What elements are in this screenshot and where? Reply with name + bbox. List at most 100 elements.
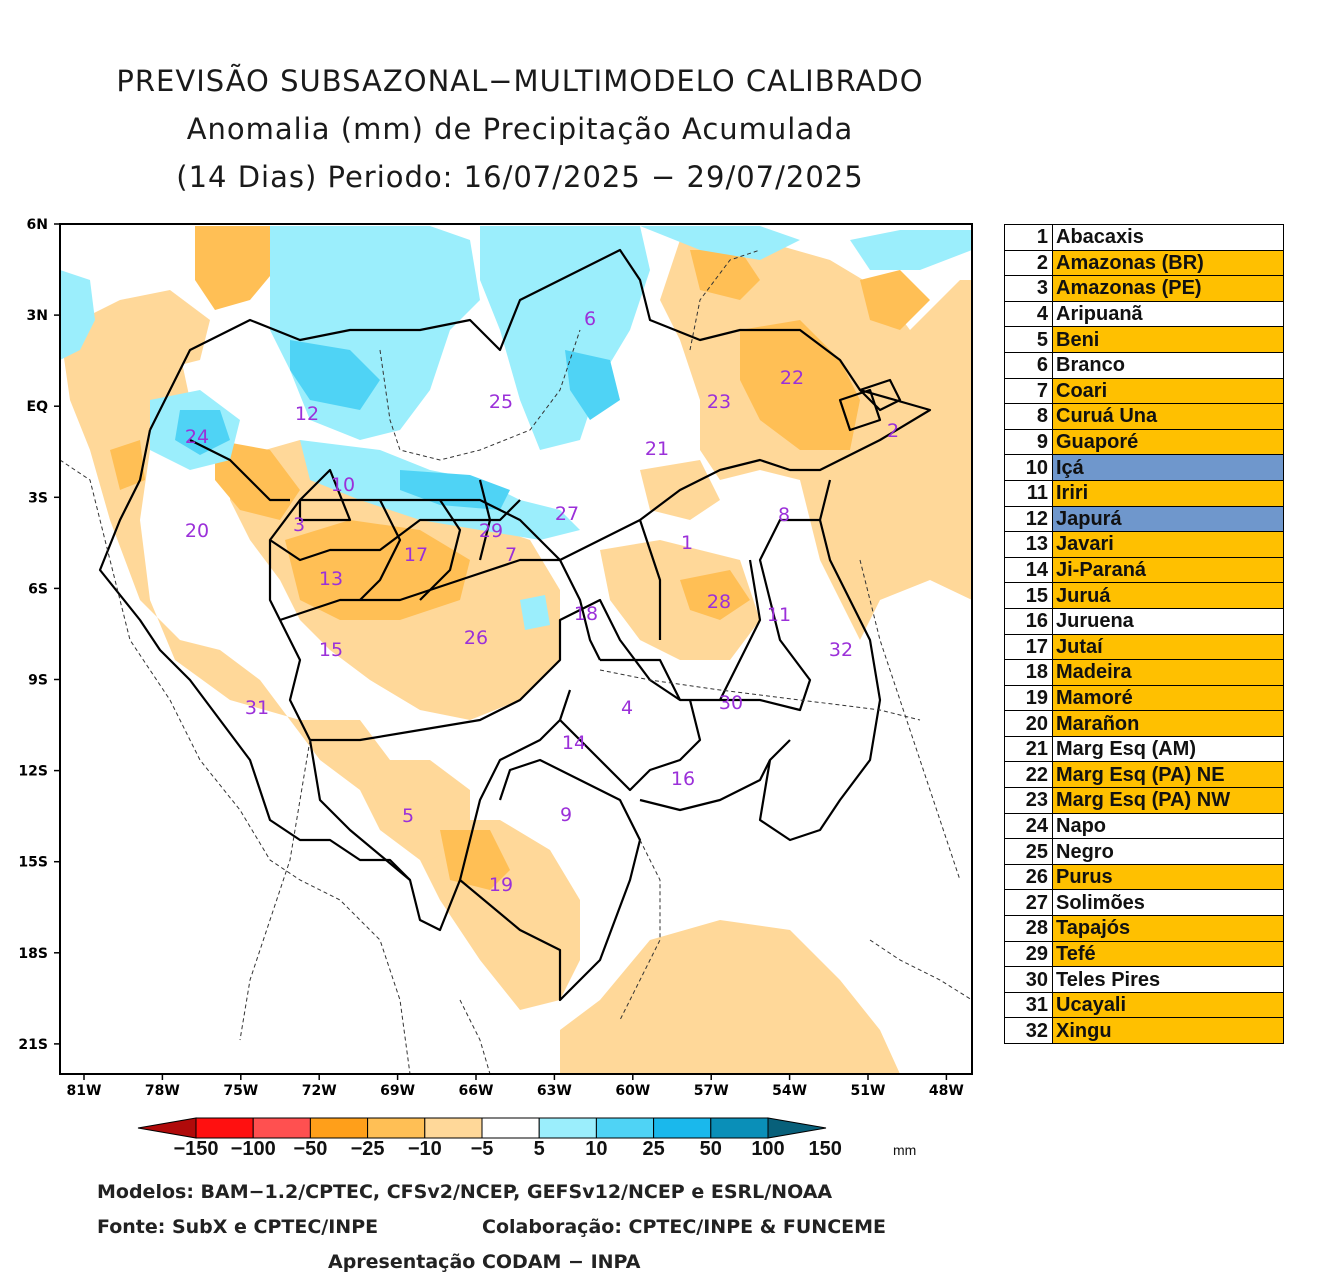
legend-basin-name: Xingu bbox=[1052, 1017, 1284, 1044]
colorbar-tick-label: 50 bbox=[699, 1138, 722, 1160]
legend-number: 16 bbox=[1004, 607, 1053, 635]
legend-number: 30 bbox=[1004, 966, 1053, 993]
legend-number: 7 bbox=[1004, 377, 1053, 405]
legend-number: 25 bbox=[1004, 838, 1053, 865]
basin-legend-table: 1 Abacaxis 2 Amazonas (BR) 3 Amazonas (PE) 4 Ar… bbox=[1004, 224, 1284, 1044]
x-tick-label: 51W bbox=[851, 1083, 886, 1099]
colorbar-tick-label: 150 bbox=[808, 1138, 842, 1160]
basin-number-label: 15 bbox=[319, 639, 343, 661]
legend-row: 14 Ji-Paraná bbox=[1004, 556, 1284, 584]
legend-row: 31 Ucayali bbox=[1004, 991, 1284, 1019]
legend-number: 32 bbox=[1004, 1017, 1053, 1044]
legend-basin-name: Tefé bbox=[1052, 940, 1284, 968]
legend-row: 22 Marg Esq (PA) NE bbox=[1004, 761, 1284, 789]
basin-number-label: 17 bbox=[404, 544, 428, 566]
legend-basin-name: Jutaí bbox=[1052, 633, 1284, 661]
legend-basin-name: Madeira bbox=[1052, 659, 1284, 686]
legend-number: 4 bbox=[1004, 300, 1053, 328]
legend-basin-name: Negro bbox=[1052, 838, 1284, 865]
legend-number: 31 bbox=[1004, 991, 1053, 1019]
title-line-1: PREVISÃO SUBSAZONAL−MULTIMODELO CALIBRAD… bbox=[116, 64, 924, 98]
legend-number: 27 bbox=[1004, 889, 1053, 917]
legend-basin-name: Solimões bbox=[1052, 889, 1284, 917]
colorbar-tick-label: −10 bbox=[407, 1138, 442, 1160]
legend-row: 29 Tefé bbox=[1004, 940, 1284, 968]
country-borders bbox=[59, 249, 973, 1075]
legend-basin-name: Javari bbox=[1052, 531, 1284, 558]
colorbar-segment bbox=[424, 1117, 483, 1139]
basin-number-label: 21 bbox=[645, 438, 669, 460]
legend-number: 9 bbox=[1004, 428, 1053, 456]
basin-number-label: 7 bbox=[505, 544, 517, 566]
legend-basin-name: Mamoré bbox=[1052, 684, 1284, 712]
basin-number-label: 2 bbox=[887, 420, 899, 442]
basin-number-label: 13 bbox=[319, 568, 343, 590]
legend-basin-name: Ucayali bbox=[1052, 991, 1284, 1019]
legend-number: 21 bbox=[1004, 735, 1053, 763]
y-tick-label: 18S bbox=[18, 946, 48, 962]
legend-row: 1 Abacaxis bbox=[1004, 224, 1284, 251]
y-tick-label: 6S bbox=[28, 581, 48, 597]
title-line-3: (14 Dias) Periodo: 16/07/2025 − 29/07/20… bbox=[176, 160, 864, 194]
x-axis: 81W 78W 75W 72W 69W 66W 63W 60W 57W 54W 51W 48W bbox=[67, 1074, 964, 1099]
colorbar-tick-label: 5 bbox=[533, 1138, 545, 1160]
legend-basin-name: Purus bbox=[1052, 863, 1284, 891]
legend-row: 20 Marañon bbox=[1004, 710, 1284, 737]
legend-basin-name: Aripuanã bbox=[1052, 300, 1284, 328]
colorbar-segment bbox=[195, 1117, 254, 1139]
basin-number-label: 8 bbox=[778, 504, 790, 526]
colorbar-tick-label: 100 bbox=[751, 1138, 785, 1160]
basin-number-label: 18 bbox=[574, 603, 598, 625]
x-tick-label: 60W bbox=[615, 1083, 650, 1099]
basin-number-label: 30 bbox=[719, 692, 743, 714]
colorbar-tick-label: −50 bbox=[293, 1138, 328, 1160]
legend-basin-name: Juruá bbox=[1052, 582, 1284, 609]
legend-basin-name: Tapajós bbox=[1052, 915, 1284, 942]
basin-number-label: 31 bbox=[245, 697, 269, 719]
legend-number: 6 bbox=[1004, 351, 1053, 379]
legend-row: 6 Branco bbox=[1004, 351, 1284, 379]
x-tick-label: 69W bbox=[380, 1083, 415, 1099]
legend-number: 24 bbox=[1004, 812, 1053, 840]
legend-row: 7 Coari bbox=[1004, 377, 1284, 405]
legend-row: 4 Aripuanã bbox=[1004, 300, 1284, 328]
legend-basin-name: Beni bbox=[1052, 326, 1284, 353]
colorbar-tick-label: −5 bbox=[470, 1138, 494, 1160]
footer-collab: Colaboração: CPTEC/INPE & FUNCEME bbox=[482, 1216, 887, 1238]
legend-basin-name: Amazonas (BR) bbox=[1052, 249, 1284, 277]
basin-number-label: 27 bbox=[555, 503, 579, 525]
footer-source: Fonte: SubX e CPTEC/INPE bbox=[97, 1216, 379, 1238]
y-tick-label: 12S bbox=[18, 764, 48, 780]
colorbar-segment bbox=[309, 1117, 369, 1139]
legend-row: 28 Tapajós bbox=[1004, 915, 1284, 942]
x-tick-label: 63W bbox=[537, 1083, 572, 1099]
basin-number-label: 19 bbox=[489, 874, 513, 896]
legend-basin-name: Amazonas (PE) bbox=[1052, 275, 1284, 302]
footer-presentation: Apresentação CODAM − INPA bbox=[328, 1251, 641, 1273]
legend-row: 17 Jutaí bbox=[1004, 633, 1284, 661]
basin-number-label: 6 bbox=[584, 308, 596, 330]
basin-number-label: 10 bbox=[331, 474, 355, 496]
basin-number-label: 20 bbox=[185, 520, 209, 542]
legend-row: 2 Amazonas (BR) bbox=[1004, 249, 1284, 277]
legend-number: 13 bbox=[1004, 531, 1053, 558]
legend-basin-name: Curuá Una bbox=[1052, 403, 1284, 430]
y-tick-label: 3S bbox=[28, 490, 48, 506]
legend-number: 17 bbox=[1004, 633, 1053, 661]
y-tick-label: 3N bbox=[27, 308, 48, 324]
basin-number-label: 32 bbox=[829, 639, 853, 661]
basin-number-label: 9 bbox=[560, 804, 572, 826]
legend-number: 2 bbox=[1004, 249, 1053, 277]
x-tick-label: 66W bbox=[459, 1083, 494, 1099]
legend-basin-name: Guaporé bbox=[1052, 428, 1284, 456]
legend-basin-name: Marañon bbox=[1052, 710, 1284, 737]
colorbar-tick-label: 10 bbox=[585, 1138, 608, 1160]
y-tick-label: 21S bbox=[18, 1037, 48, 1053]
basin-number-labels: 1234567891011121314151617181920212223242… bbox=[185, 308, 899, 896]
colorbar-tick-label: −100 bbox=[230, 1138, 276, 1160]
basin-number-label: 12 bbox=[295, 403, 319, 425]
x-tick-label: 72W bbox=[302, 1083, 337, 1099]
legend-row: 19 Mamoré bbox=[1004, 684, 1284, 712]
legend-row: 13 Javari bbox=[1004, 531, 1284, 558]
